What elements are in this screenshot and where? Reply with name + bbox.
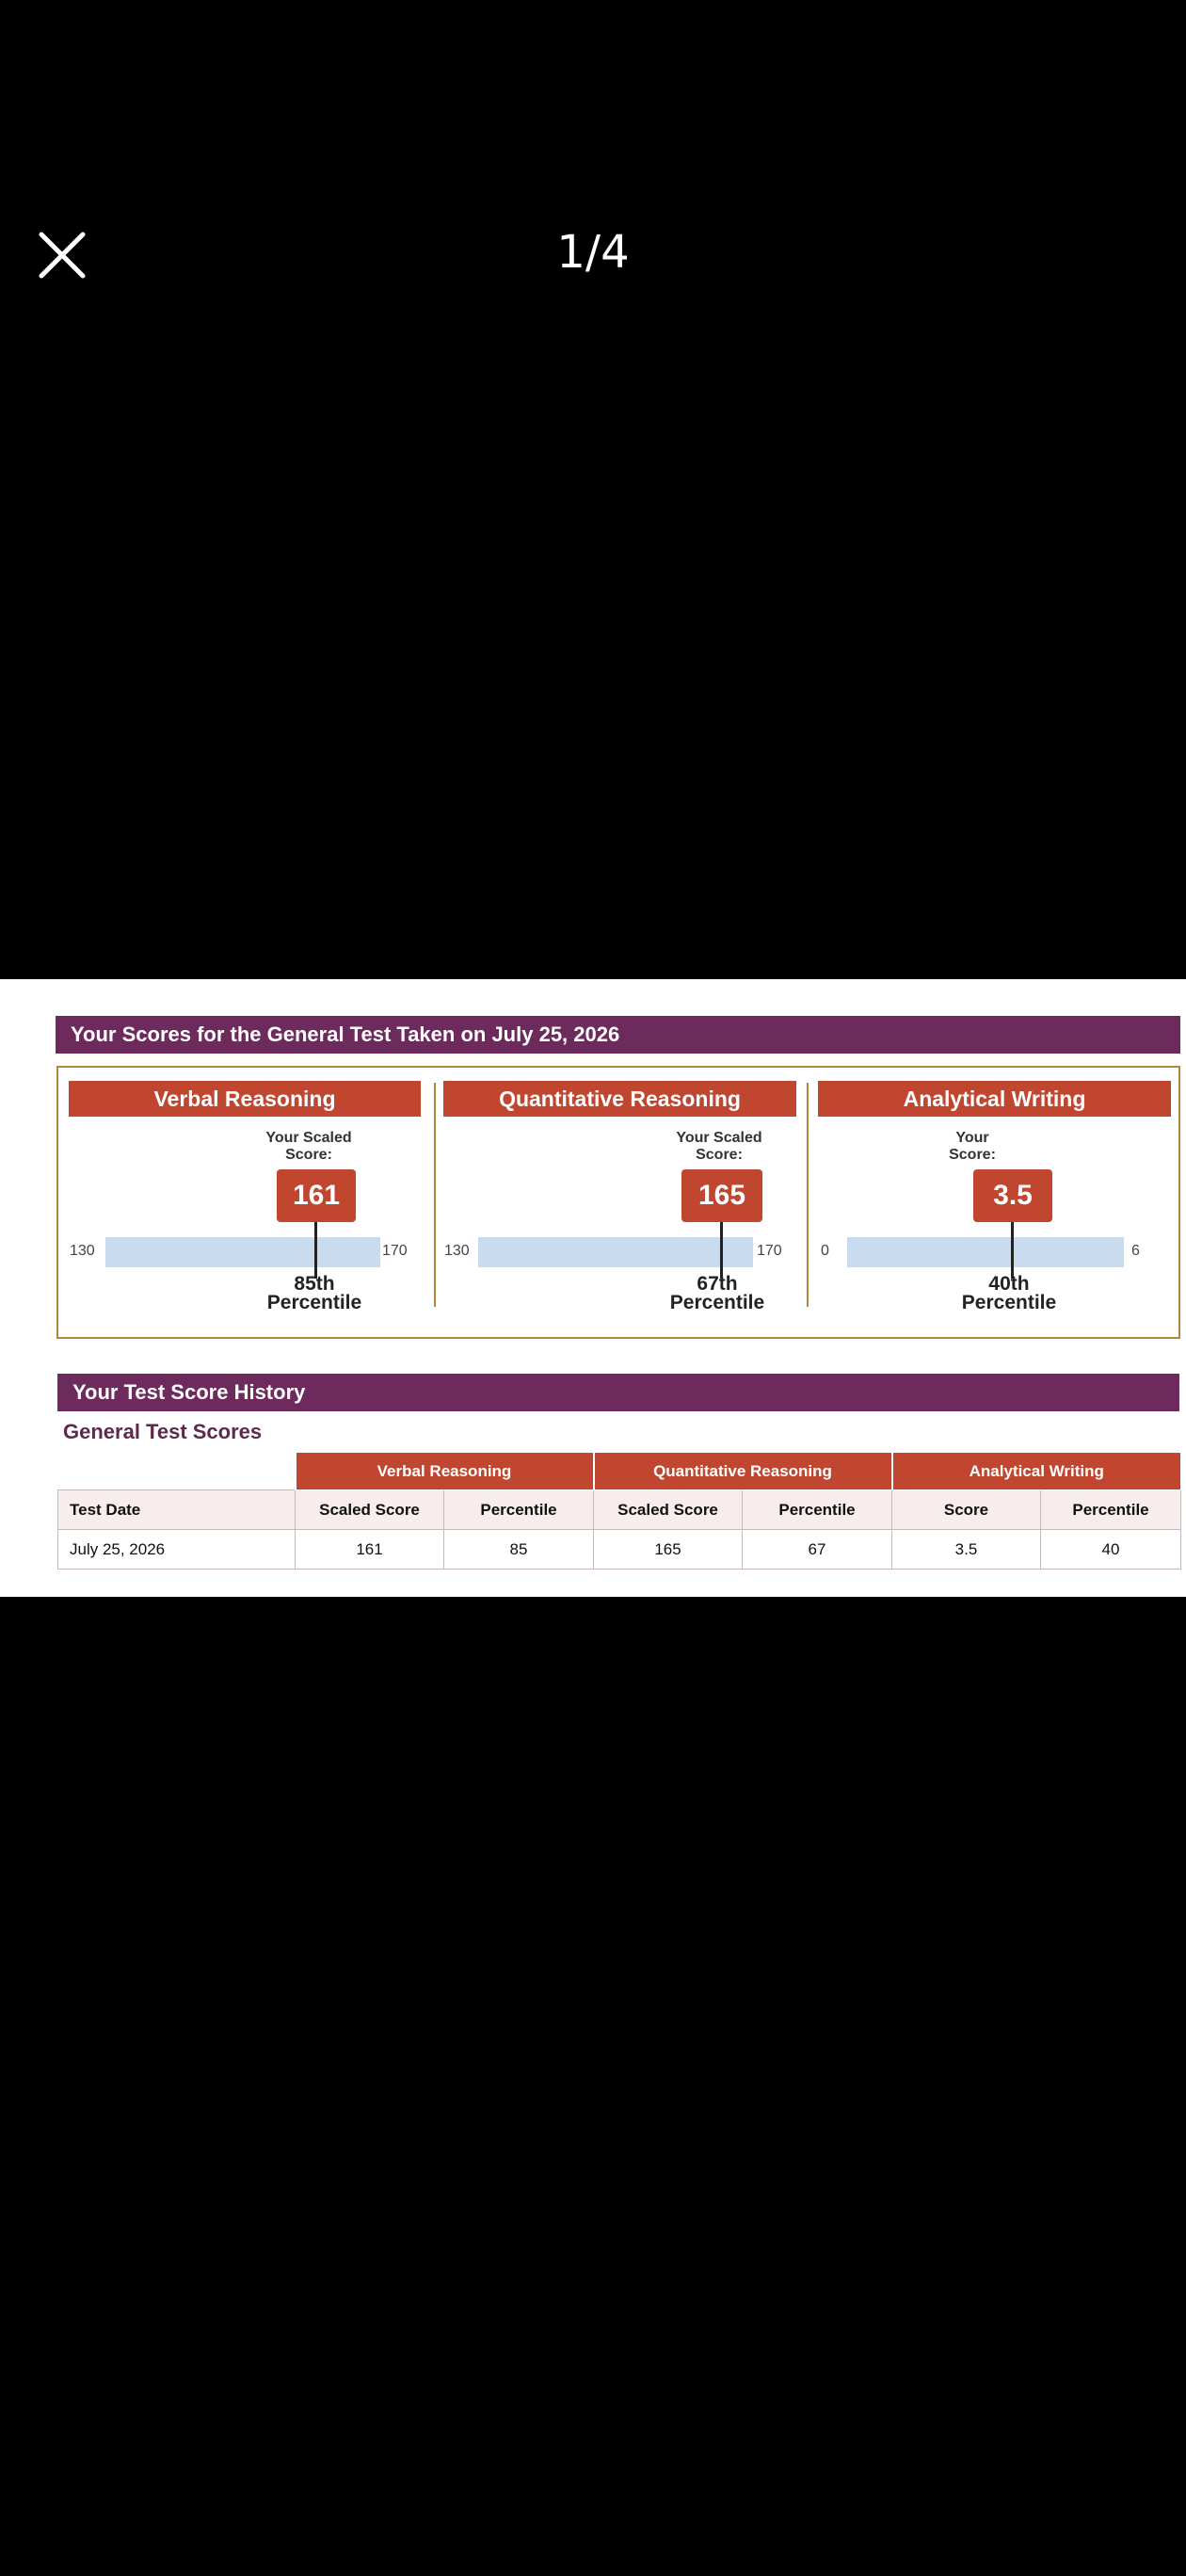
score-badge: 3.5 xyxy=(973,1169,1052,1222)
table-cell: 40 xyxy=(1040,1529,1181,1570)
caption-line: Your Scaled xyxy=(676,1130,762,1146)
table-cell: 67 xyxy=(742,1529,892,1570)
caption-line: Score: xyxy=(949,1147,996,1163)
section-title: Quantitative Reasoning xyxy=(443,1081,796,1117)
caption-line: Your xyxy=(955,1130,989,1146)
verbal-panel: Verbal Reasoning Your Scaled Score: 161 … xyxy=(58,1068,435,1337)
scale-max: 6 xyxy=(1131,1243,1140,1259)
quant-panel: Quantitative Reasoning Your Scaled Score… xyxy=(435,1068,808,1337)
score-badge: 165 xyxy=(681,1169,762,1222)
scale-max: 170 xyxy=(382,1243,408,1259)
table-cell: 161 xyxy=(295,1529,444,1570)
history-subtitle: General Test Scores xyxy=(63,1420,263,1443)
section-title: Analytical Writing xyxy=(818,1081,1171,1117)
column-header: Score xyxy=(891,1489,1041,1530)
percentile-label: 85th Percentile xyxy=(239,1273,390,1313)
score-marker xyxy=(720,1222,723,1279)
scale-min: 0 xyxy=(821,1243,829,1259)
column-header: Scaled Score xyxy=(593,1489,743,1530)
table-header-blank xyxy=(57,1452,296,1490)
photo-content[interactable]: Your Scores for the General Test Taken o… xyxy=(0,979,1186,1597)
table-cell: July 25, 2026 xyxy=(57,1529,296,1570)
table-group-quant: Quantitative Reasoning xyxy=(592,1452,892,1490)
percentile-word: Percentile xyxy=(669,1292,765,1313)
table-row: July 25, 2026 161 85 165 67 3.5 40 xyxy=(57,1529,1181,1570)
score-caption: Your Scaled Score: xyxy=(653,1130,785,1164)
table-group-verbal: Verbal Reasoning xyxy=(294,1452,594,1490)
table-column-header: Test Date Scaled Score Percentile Scaled… xyxy=(57,1489,1181,1530)
percentile-value: 85th xyxy=(294,1273,335,1295)
caption-line: Score: xyxy=(696,1147,743,1163)
column-header: Percentile xyxy=(742,1489,892,1530)
table-cell: 85 xyxy=(443,1529,594,1570)
score-badge: 161 xyxy=(277,1169,356,1222)
percentile-value: 40th xyxy=(988,1273,1030,1295)
table-cell: 165 xyxy=(593,1529,743,1570)
scale-bar xyxy=(478,1237,753,1267)
scale-bar xyxy=(105,1237,380,1267)
score-history-table: Verbal Reasoning Quantitative Reasoning … xyxy=(57,1452,1181,1570)
close-icon xyxy=(39,232,86,279)
column-header: Test Date xyxy=(57,1489,296,1530)
column-header: Percentile xyxy=(1040,1489,1181,1530)
score-marker xyxy=(1011,1222,1014,1279)
close-button[interactable] xyxy=(34,227,90,283)
panel-divider xyxy=(434,1083,436,1307)
score-caption: Your Scaled Score: xyxy=(243,1130,375,1164)
score-marker xyxy=(314,1222,317,1279)
writing-panel: Analytical Writing Your Score: 3.5 0 6 4… xyxy=(808,1068,1178,1337)
table-group-writing: Analytical Writing xyxy=(890,1452,1181,1490)
caption-line: Your Scaled xyxy=(265,1130,352,1146)
table-cell: 3.5 xyxy=(891,1529,1041,1570)
caption-line: Score: xyxy=(285,1147,332,1163)
column-header: Percentile xyxy=(443,1489,594,1530)
percentile-word: Percentile xyxy=(961,1292,1057,1313)
scale-max: 170 xyxy=(757,1243,782,1259)
scale-bar xyxy=(847,1237,1124,1267)
scores-box: Verbal Reasoning Your Scaled Score: 161 … xyxy=(56,1066,1180,1339)
section-title: Verbal Reasoning xyxy=(69,1081,421,1117)
column-header: Scaled Score xyxy=(295,1489,444,1530)
scores-title: Your Scores for the General Test Taken o… xyxy=(56,1016,1180,1054)
scale-min: 130 xyxy=(70,1243,95,1259)
table-group-header: Verbal Reasoning Quantitative Reasoning … xyxy=(57,1452,1181,1490)
panel-divider xyxy=(807,1083,809,1307)
percentile-word: Percentile xyxy=(266,1292,362,1313)
percentile-label: 40th Percentile xyxy=(934,1273,1084,1313)
percentile-value: 67th xyxy=(697,1273,738,1295)
image-counter: 1/4 xyxy=(556,226,630,279)
history-title: Your Test Score History xyxy=(57,1374,1179,1411)
score-caption: Your Score: xyxy=(935,1130,1010,1164)
scale-min: 130 xyxy=(444,1243,470,1259)
percentile-label: 67th Percentile xyxy=(642,1273,793,1313)
